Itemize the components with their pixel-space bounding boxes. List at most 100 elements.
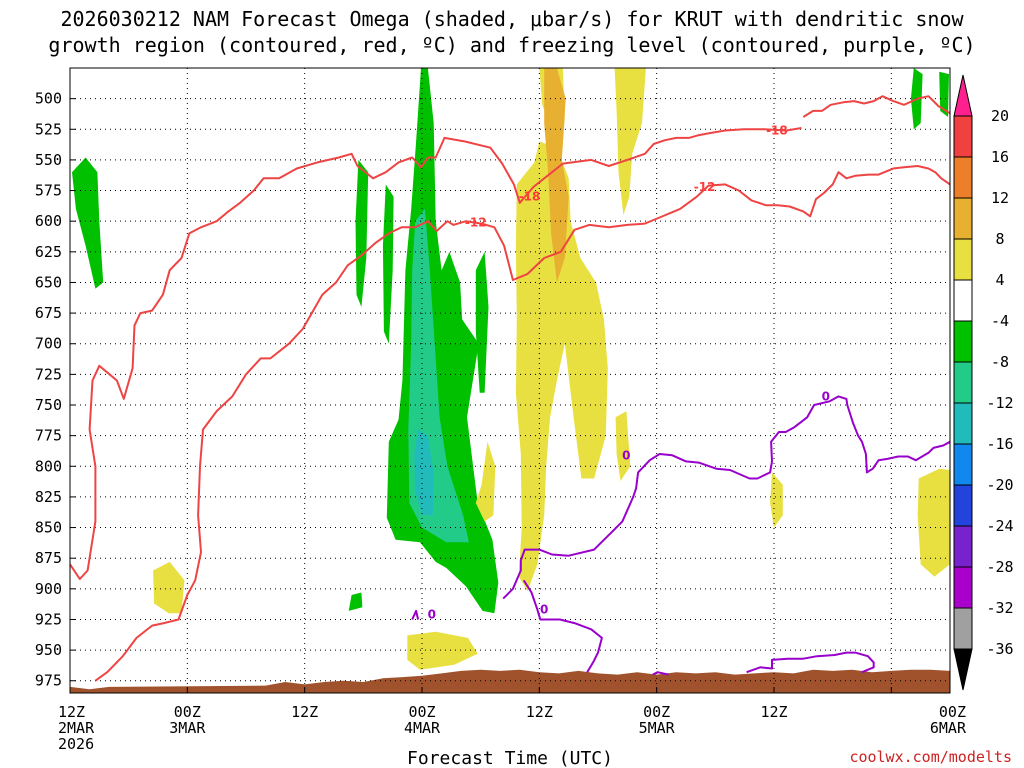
y-tick-label-650: 650 xyxy=(35,273,62,291)
contour-label-3: -18 xyxy=(766,124,788,138)
omega-region-15 xyxy=(153,561,185,614)
omega-region-7 xyxy=(939,71,949,117)
omega-region-1 xyxy=(355,159,369,307)
y-tick-label-575: 575 xyxy=(35,182,62,200)
omega-region-9 xyxy=(414,429,434,516)
colorbar-swatch-14 xyxy=(953,648,973,691)
x-tick-label-60-1: 5MAR xyxy=(639,719,676,737)
omega-region-5 xyxy=(475,251,489,393)
freezing-contour-4 xyxy=(411,609,420,620)
contour-label-1: -18 xyxy=(519,190,541,204)
y-tick-label-925: 925 xyxy=(35,610,62,628)
contour-label-layer: -12 -18 -12 -18 0 0 0 0 xyxy=(428,124,830,622)
colorbar-label-10: -24 xyxy=(986,517,1013,535)
colorbar-swatch-3 xyxy=(953,197,973,240)
colorbar-swatch-10 xyxy=(953,484,973,527)
plot-frame xyxy=(69,67,951,694)
y-tick-label-725: 725 xyxy=(35,365,62,383)
y-tick-label-825: 825 xyxy=(35,488,62,506)
y-tick-label-525: 525 xyxy=(35,120,62,138)
y-tick-label-750: 750 xyxy=(35,396,62,414)
y-tick-label-500: 500 xyxy=(35,90,62,108)
x-tick-label-12-1: 3MAR xyxy=(169,719,206,737)
colorbar-swatch-13 xyxy=(953,607,973,650)
colorbar-label-13: -36 xyxy=(986,640,1013,658)
chart-title-line-1: 2026030212 NAM Forecast Omega (shaded, μ… xyxy=(60,7,964,31)
colorbar-label-7: -12 xyxy=(986,394,1013,412)
freezing-contour-0 xyxy=(502,395,950,600)
colorbar-label-0: 20 xyxy=(991,107,1009,125)
colorbar-swatch-1 xyxy=(953,115,973,158)
y-tick-label-850: 850 xyxy=(35,519,62,537)
terrain-fill xyxy=(70,669,950,693)
omega-region-0 xyxy=(72,157,104,289)
y-tick-label-600: 600 xyxy=(35,212,62,230)
omega-region-18 xyxy=(917,468,950,577)
omega-region-3 xyxy=(348,592,363,611)
omega-region-13 xyxy=(615,411,631,481)
freezing-contour-2 xyxy=(746,651,875,674)
omega-region-17 xyxy=(770,472,783,528)
colorbar-swatch-4 xyxy=(953,238,973,281)
contour-label-0: -12 xyxy=(465,215,487,229)
contour-label-4: 0 xyxy=(622,448,630,462)
colorbar-label-6: -8 xyxy=(991,353,1009,371)
x-tick-label-0-1: 2MAR xyxy=(58,719,95,737)
chart-title-line-2: growth region (contoured, red, ºC) and f… xyxy=(48,33,976,57)
colorbar-label-11: -28 xyxy=(986,558,1013,576)
colorbar: 20 16 12 8 4 -4 -8 -12 -16 -20 -24 -28 -32 -36 xyxy=(953,74,1014,691)
y-tick-label-800: 800 xyxy=(35,457,62,475)
terrain-layer xyxy=(70,669,950,693)
y-tick-label-975: 975 xyxy=(35,672,62,690)
colorbar-label-4: 4 xyxy=(995,271,1004,289)
omega-region-19 xyxy=(544,68,569,283)
colorbar-swatch-7 xyxy=(953,361,973,404)
colorbar-swatch-5 xyxy=(953,279,973,322)
colorbar-label-9: -20 xyxy=(986,476,1013,494)
dendritic-contour-0 xyxy=(70,127,802,580)
colorbar-swatch-2 xyxy=(953,156,973,199)
contour-label-2: -12 xyxy=(694,180,716,194)
omega-shading-layer xyxy=(72,68,950,670)
contour-layer xyxy=(70,95,950,682)
colorbar-swatch-12 xyxy=(953,566,973,609)
x-tick-label-0-2: 2026 xyxy=(58,735,94,753)
colorbar-swatch-8 xyxy=(953,402,973,445)
colorbar-label-2: 12 xyxy=(991,189,1009,207)
colorbar-label-3: 8 xyxy=(995,230,1004,248)
colorbar-label-1: 16 xyxy=(991,148,1009,166)
x-tick-label-12-0: 00Z xyxy=(174,703,201,721)
y-tick-label-675: 675 xyxy=(35,304,62,322)
credit-text: coolwx.com/modelts xyxy=(849,748,1012,766)
omega-region-2 xyxy=(382,184,394,344)
x-tick-label-36-1: 4MAR xyxy=(404,719,441,737)
freezing-contour-3 xyxy=(652,671,669,676)
colorbar-label-8: -16 xyxy=(986,435,1013,453)
x-tick-label-84-1: 6MAR xyxy=(930,719,967,737)
colorbar-label-5: -4 xyxy=(991,312,1009,330)
colorbar-swatch-0 xyxy=(953,74,973,117)
x-axis-title: Forecast Time (UTC) xyxy=(407,748,613,768)
x-tick-label-36-0: 00Z xyxy=(408,703,435,721)
x-tick-label-60-0: 00Z xyxy=(643,703,670,721)
contour-label-5: 0 xyxy=(540,603,548,617)
freezing-contour-1 xyxy=(522,579,603,673)
y-tick-label-900: 900 xyxy=(35,580,62,598)
y-tick-label-700: 700 xyxy=(35,335,62,353)
x-tick-label-0-0: 12Z xyxy=(58,703,85,721)
y-axis: 500 525 550 575 600 625 650 675 700 725 750 775 800 8… xyxy=(35,90,76,690)
colorbar-swatch-11 xyxy=(953,525,973,568)
y-tick-label-875: 875 xyxy=(35,549,62,567)
omega-region-16 xyxy=(407,631,478,670)
contour-label-6: 0 xyxy=(822,389,830,403)
grid-layer xyxy=(69,68,950,693)
colorbar-swatch-9 xyxy=(953,443,973,486)
dendritic-contour-2 xyxy=(802,95,950,118)
x-tick-label-48-0: 12Z xyxy=(526,703,553,721)
x-tick-label-24-0: 12Z xyxy=(291,703,318,721)
dendritic-contour-1 xyxy=(94,165,950,682)
x-tick-label-72-0: 12Z xyxy=(760,703,787,721)
